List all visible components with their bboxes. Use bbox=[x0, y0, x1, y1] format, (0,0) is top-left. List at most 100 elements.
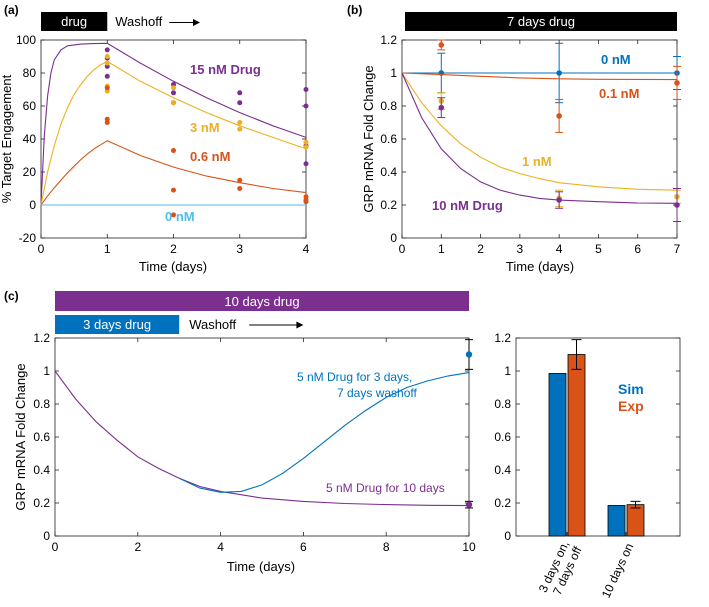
panel-a-data-point bbox=[303, 87, 309, 92]
panel-a-data-point bbox=[171, 100, 176, 106]
panel-c-x-tick-label: 10 bbox=[462, 540, 476, 554]
panel-b-x-tick-label: 4 bbox=[556, 242, 563, 256]
panel-a-data-point bbox=[303, 103, 309, 109]
panel-b-x-tick-label: 0 bbox=[399, 242, 406, 256]
panel-c-washoff-arrow-head bbox=[296, 321, 304, 329]
panel-c-y-tick-label: 1.2 bbox=[33, 331, 50, 345]
panel-b-x-tick-label: 1 bbox=[438, 242, 445, 256]
panel-a-data-point bbox=[171, 148, 176, 154]
panel-b-annotation-0-1nm: 0.1 nM bbox=[599, 86, 639, 101]
panel-b-series-line bbox=[401, 72, 678, 191]
panel-b-data-point bbox=[438, 42, 445, 48]
panel-a-data-point bbox=[104, 85, 110, 91]
panel-c-x-axis-title: Time (days) bbox=[227, 559, 295, 574]
panel-a-data-point bbox=[237, 90, 243, 96]
panel-a-data-point bbox=[237, 177, 243, 183]
panel-a-y-tick-label: 100 bbox=[16, 33, 36, 47]
panel-c-y-tick-label: 0.6 bbox=[33, 430, 50, 444]
panel-a-label: (a) bbox=[4, 3, 19, 17]
panel-a-data-point bbox=[303, 161, 309, 167]
panel-b-annotation-0nm: 0 nM bbox=[601, 52, 631, 67]
panel-a-y-axis-title: % Target Engagement bbox=[0, 74, 14, 203]
panel-c-y-tick-label: 0.2 bbox=[33, 496, 50, 510]
panel-a-data-point bbox=[171, 85, 176, 91]
panel-c-annotation-washoff-line2: 7 days washoff bbox=[337, 386, 417, 400]
panel-a-x-tick-label: 2 bbox=[170, 242, 177, 256]
panel-a-data-point bbox=[104, 47, 110, 53]
panel-c-x-tick-label: 6 bbox=[300, 540, 307, 554]
panel-c-x-tick-label: 8 bbox=[383, 540, 390, 554]
panel-b-data-point bbox=[674, 202, 680, 208]
panel-a-data-point bbox=[171, 187, 176, 193]
panel-b-data-point bbox=[556, 70, 562, 76]
panel-a-x-tick-label: 3 bbox=[236, 242, 243, 256]
panel-a-treatment-bar-label: drug bbox=[61, 14, 87, 29]
panel-a-annotation-0-6nm: 0.6 nM bbox=[190, 149, 230, 164]
panel-b-annotation-10nm: 10 nM Drug bbox=[432, 198, 503, 213]
panel-a-data-point bbox=[104, 73, 110, 79]
panel-b-data-point bbox=[438, 104, 445, 111]
panel-c-series-line bbox=[54, 370, 470, 507]
inset-y-tick-label: 0.6 bbox=[494, 430, 511, 444]
inset-category-label: 3 days on,7 days off bbox=[536, 538, 585, 601]
panel-b: (b) 7 days drug 0 1 2 3 4 5 6 7 0 0.2 0.4 0.6 0.8 1 1.… bbox=[347, 3, 681, 274]
panel-c-bar-inset: 0 0.2 0.4 0.6 0.8 1 1.2 3 days on,7 days off 10 … bbox=[494, 331, 681, 601]
panel-a-washoff-arrow-head bbox=[193, 19, 200, 26]
panel-c-washoff-label: Washoff bbox=[189, 317, 236, 332]
panel-a-x-tick-label: 4 bbox=[303, 242, 310, 256]
panel-b-title-bar bbox=[405, 12, 677, 31]
panel-a-data-point bbox=[237, 126, 243, 132]
panel-c-x-tick-label: 0 bbox=[52, 540, 59, 554]
panel-a-data-point bbox=[237, 186, 243, 191]
panel-c-data-point bbox=[465, 501, 473, 508]
inset-y-tick-label: 1 bbox=[504, 364, 511, 378]
panel-c-y-tick-label: 0.8 bbox=[33, 397, 50, 411]
panel-a-series-line bbox=[40, 60, 307, 206]
panel-a-data-point bbox=[171, 212, 176, 218]
panel-a-data-point bbox=[303, 144, 309, 150]
panel-a-data-point bbox=[104, 54, 110, 59]
panel-a-annotation-15nm: 15 nM Drug bbox=[190, 62, 261, 77]
panel-b-y-tick-label: 1.2 bbox=[380, 33, 397, 47]
panel-c-y-tick-label: 1 bbox=[43, 364, 50, 378]
panel-a-x-tick-label: 1 bbox=[104, 242, 111, 256]
panel-c-annotation-washoff-line1: 5 nM Drug for 3 days, bbox=[297, 370, 412, 384]
inset-y-tick-label: 0.2 bbox=[494, 496, 511, 510]
panel-b-title-bar-label: 7 days drug bbox=[507, 14, 575, 29]
panel-b-y-tick-label: 0.8 bbox=[380, 99, 397, 113]
panel-b-y-tick-label: 0.4 bbox=[380, 165, 397, 179]
inset-y-tick-label: 0.4 bbox=[494, 463, 511, 477]
panel-c-annotation-10days: 5 nM Drug for 10 days bbox=[326, 481, 445, 495]
panel-c-treatment-bar-label: 3 days drug bbox=[83, 317, 151, 332]
panel-a-data-point bbox=[303, 199, 309, 205]
panel-a-x-tick-label: 0 bbox=[38, 242, 45, 256]
panel-a-y-tick-label: 20 bbox=[23, 165, 37, 179]
panel-a-data-point bbox=[237, 100, 243, 106]
panel-b-y-tick-label: 0.2 bbox=[380, 198, 397, 212]
panel-a-data-point bbox=[104, 120, 110, 125]
panel-a-data-point bbox=[303, 139, 309, 145]
panel-a-annotation-3nm: 3 nM bbox=[190, 120, 220, 135]
panel-a-annotation-0nm: 0 nM bbox=[165, 209, 195, 224]
panel-c-label: (c) bbox=[4, 289, 19, 303]
panel-c-y-tick-label: 0.4 bbox=[33, 463, 50, 477]
panel-c-treatment-bar-label: 10 days drug bbox=[224, 294, 299, 309]
panel-a-series-line bbox=[40, 42, 307, 206]
panel-b-x-tick-label: 6 bbox=[634, 242, 641, 256]
legend-exp: Exp bbox=[618, 398, 644, 414]
panel-a-data-point bbox=[171, 90, 176, 96]
panel-c-x-tick-label: 2 bbox=[134, 540, 141, 554]
panel-a-x-axis-title: Time (days) bbox=[139, 259, 207, 274]
panel-a-data-point bbox=[104, 60, 110, 66]
panel-a-y-tick-label: 60 bbox=[23, 99, 37, 113]
panel-a-y-tick-label: 40 bbox=[23, 132, 37, 146]
panel-b-x-tick-label: 5 bbox=[595, 242, 602, 256]
panel-b-x-tick-label: 7 bbox=[674, 242, 681, 256]
panel-b-data-point bbox=[556, 197, 562, 203]
panel-c: (c) 10 days drug 3 days drug Washoff 0 2 4 6 8… bbox=[4, 289, 476, 574]
panel-b-x-tick-label: 2 bbox=[477, 242, 484, 256]
panel-a-data-point bbox=[237, 120, 243, 125]
panel-a-washoff-label: Washoff bbox=[115, 14, 162, 29]
